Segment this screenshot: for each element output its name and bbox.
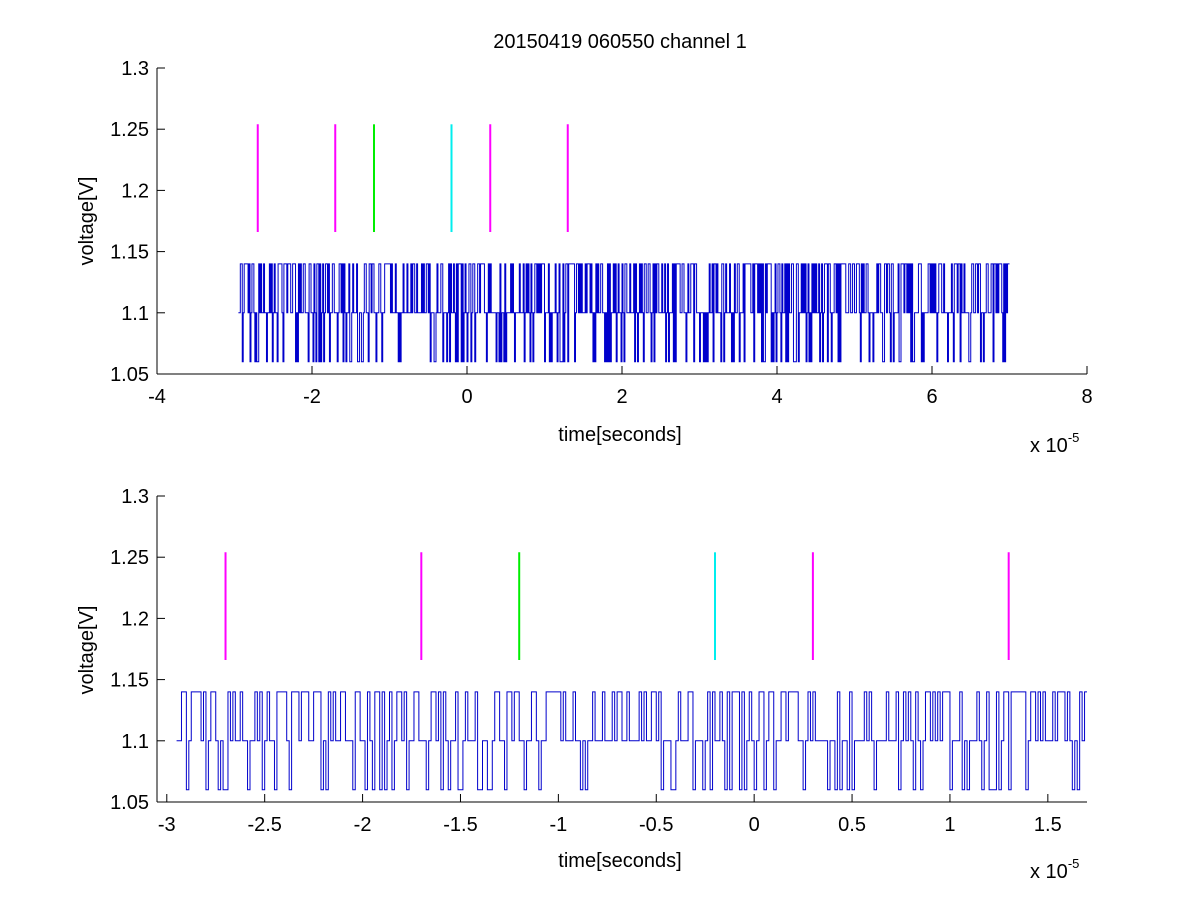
bottom-x-exponent: x 10-5: [1030, 856, 1079, 883]
top-y-tick-label: 1.1: [121, 303, 149, 325]
bottom-x-tick-label: 1: [944, 814, 955, 836]
top-y-tick-label: 1.05: [110, 364, 149, 386]
bottom-y-tick-label: 1.1: [121, 731, 149, 753]
bottom-panel: -3 -2.5 -2 -1.5 -1 -0.5 0 0.5 1 1.5 1.05 1.1 1.15 1.2…: [76, 486, 1087, 883]
bottom-x-exponent-power: -5: [1068, 856, 1080, 871]
bottom-x-tick-label: -1: [549, 814, 567, 836]
top-x-tick-label: 8: [1081, 386, 1092, 408]
top-voltage-trace: [238, 263, 1010, 363]
bottom-y-tick-label: 1.2: [121, 608, 149, 630]
bottom-x-tick-label: -1.5: [443, 814, 477, 836]
chart-title: 20150419 060550 channel 1: [493, 31, 747, 53]
bottom-x-tick-label: -0.5: [639, 814, 673, 836]
bottom-y-tick-label: 1.25: [110, 547, 149, 569]
top-y-tick-label: 1.15: [110, 242, 149, 264]
top-panel: -4 -2 0 2 4 6 8 1.05 1.1 1.15 1.2 1.25 1.3 time[seco…: [76, 58, 1093, 457]
top-y-tick-label: 1.2: [121, 180, 149, 202]
bottom-x-tick-label: -2: [354, 814, 372, 836]
bottom-y-tick-label: 1.05: [110, 792, 149, 814]
top-x-axis-label: time[seconds]: [558, 424, 681, 446]
top-x-tick-label: 6: [926, 386, 937, 408]
bottom-x-exponent-base: x 10: [1030, 861, 1068, 883]
top-x-tick-label: 0: [461, 386, 472, 408]
top-x-tick-label: -4: [148, 386, 166, 408]
bottom-y-tick-label: 1.3: [121, 486, 149, 508]
top-y-tick-label: 1.25: [110, 119, 149, 141]
top-x-tick-label: -2: [303, 386, 321, 408]
bottom-x-tick-label: 1.5: [1034, 814, 1062, 836]
bottom-x-tick-label: -2.5: [247, 814, 281, 836]
top-x-exponent-base: x 10: [1030, 435, 1068, 457]
bottom-x-tick-label: 0: [749, 814, 760, 836]
top-y-tick-label: 1.3: [121, 58, 149, 80]
bottom-y-tick-label: 1.15: [110, 670, 149, 692]
top-x-tick-label: 2: [616, 386, 627, 408]
bottom-x-tick-label: 0.5: [838, 814, 866, 836]
top-x-exponent-power: -5: [1068, 430, 1080, 445]
bottom-voltage-trace: [176, 691, 1087, 791]
top-x-tick-label: 4: [771, 386, 782, 408]
bottom-x-axis-label: time[seconds]: [558, 850, 681, 872]
top-x-exponent: x 10-5: [1030, 430, 1079, 457]
bottom-y-axis-label: voltage[V]: [76, 606, 98, 695]
bottom-x-tick-label: -3: [158, 814, 176, 836]
top-y-axis-label: voltage[V]: [76, 177, 98, 266]
